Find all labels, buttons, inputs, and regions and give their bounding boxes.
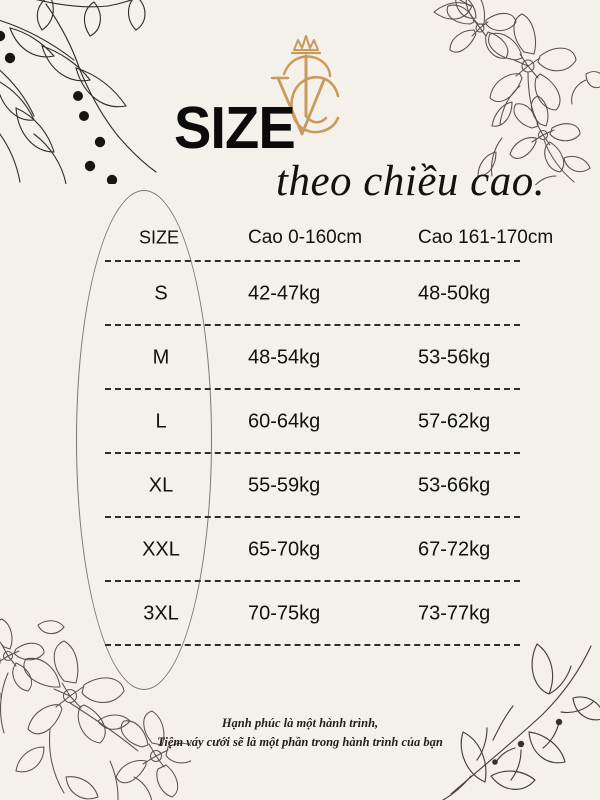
table-row: L 60-64kg 57-62kg [105, 390, 520, 454]
size-table: SIZE Cao 0-160cm Cao 161-170cm S 42-47kg… [105, 214, 553, 646]
row-size-label: 3XL [143, 602, 179, 625]
page-subtitle: theo chiều cao. [276, 158, 545, 205]
leaf-branch-berries-decoration [0, 0, 157, 184]
table-header-row: SIZE Cao 0-160cm Cao 161-170cm [105, 214, 553, 262]
row-divider [105, 452, 520, 454]
row-divider [105, 644, 520, 646]
row-divider [105, 388, 520, 390]
row-size-label: XL [148, 474, 174, 497]
row-weight-col1: 65-70kg [248, 538, 321, 561]
row-weight-col2: 48-50kg [418, 282, 491, 305]
size-column-highlight-ellipse [76, 190, 212, 690]
row-weight-col1: 60-64kg [248, 410, 321, 433]
row-weight-col2: 57-62kg [418, 410, 491, 433]
crown-monogram-logo [270, 35, 340, 136]
footer-tagline: Hạnh phúc là một hành trình, Tiệm váy cư… [0, 714, 600, 753]
row-weight-col2: 73-77kg [418, 602, 491, 625]
row-size-label: S [154, 282, 168, 305]
table-row: M 48-54kg 53-56kg [105, 326, 520, 390]
row-weight-col1: 42-47kg [248, 282, 321, 305]
table-row: S 42-47kg 48-50kg [105, 262, 520, 326]
row-divider [105, 580, 520, 582]
table-row: 3XL 70-75kg 73-77kg [105, 582, 520, 646]
table-row: XL 55-59kg 53-66kg [105, 454, 520, 518]
header-col2: Cao 161-170cm [418, 227, 554, 248]
row-weight-col1: 70-75kg [248, 602, 321, 625]
row-weight-col1: 55-59kg [248, 474, 321, 497]
row-size-label: L [155, 410, 167, 433]
row-divider [105, 260, 520, 262]
row-weight-col1: 48-54kg [248, 346, 321, 369]
row-divider [105, 516, 520, 518]
row-weight-col2: 53-56kg [418, 346, 491, 369]
row-weight-col2: 67-72kg [418, 538, 491, 561]
row-divider [105, 324, 520, 326]
header-size: SIZE [138, 227, 179, 248]
footer-line-2: Tiệm váy cưới sẽ là một phần trong hành … [157, 735, 443, 750]
row-weight-col2: 53-66kg [418, 474, 491, 497]
row-size-label: XXL [142, 538, 180, 561]
footer-line-1: Hạnh phúc là một hành trình, [221, 716, 379, 730]
page-title: SIZE [174, 95, 296, 161]
header-col1: Cao 0-160cm [248, 227, 363, 248]
table-row: XXL 65-70kg 67-72kg [105, 518, 520, 582]
row-size-label: M [152, 346, 170, 369]
